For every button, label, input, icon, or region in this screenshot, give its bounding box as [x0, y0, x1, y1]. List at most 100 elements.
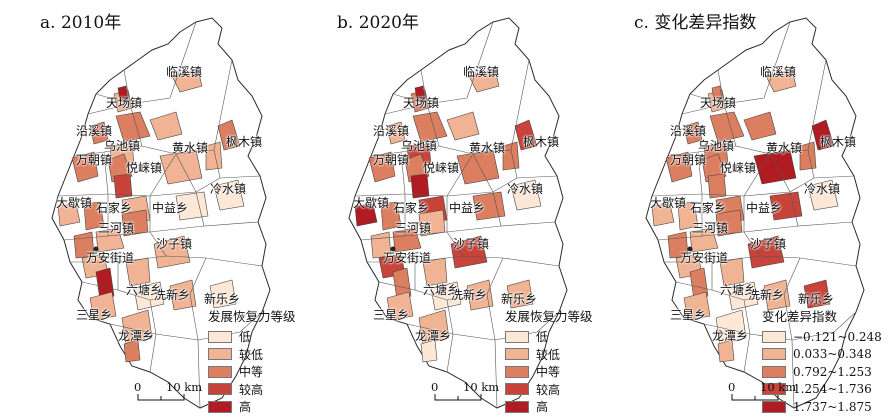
- legend-swatch: [208, 383, 232, 396]
- place-label: 沿溪镇: [373, 124, 410, 138]
- place-label: 三星乡: [373, 308, 410, 322]
- legend-swatch: [505, 365, 529, 378]
- place-label: 新乐乡: [798, 292, 835, 306]
- place-label: 三河镇: [98, 221, 135, 235]
- township-boundary: [472, 153, 494, 193]
- scale-distance: 10 km: [463, 380, 500, 394]
- place-label: 黄水镇: [766, 141, 803, 155]
- region-lengshui: [213, 179, 245, 211]
- legend-item: 1.737~1.875: [762, 398, 882, 416]
- township-boundary: [675, 281, 713, 291]
- county-seat-marker: [687, 246, 693, 252]
- region-longtan: [121, 309, 153, 345]
- region-longtan: [418, 309, 450, 345]
- township-boundary: [657, 225, 799, 241]
- panel-title: c. 变化差异指数: [634, 13, 757, 33]
- scale-distance: 10 km: [760, 380, 797, 394]
- legend-label: 1.254~1.736: [793, 382, 872, 397]
- region-wanan-s: [689, 267, 709, 301]
- place-label: 大歇镇: [650, 196, 687, 210]
- place-label: 悦崃镇: [423, 161, 460, 175]
- map-panel-2010: a. 2010年 临溪镇 天场镇 沿溪镇 乌池镇 黄水镇 枫木镇 万朝镇 悦崃镇 冷水镇 大歇镇石…: [0, 0, 297, 420]
- panel-title: a. 2010年: [40, 13, 122, 33]
- legend-item: 中等: [208, 363, 296, 381]
- scale-distance: 10 km: [166, 380, 203, 394]
- place-label: 天场镇: [403, 96, 440, 110]
- place-label: 枫木镇: [820, 135, 857, 149]
- region-yuelai-s: [707, 173, 727, 199]
- place-label: 三星乡: [670, 308, 707, 322]
- legend-swatch: [762, 383, 786, 396]
- region-fengmu: [514, 119, 538, 151]
- place-label: 龙潭乡: [712, 329, 749, 343]
- legend: 发展恢复力等级低较低 中等 较高高: [208, 306, 296, 416]
- legend-swatch: [505, 330, 529, 343]
- legend-swatch: [762, 330, 786, 343]
- scale-zero: 0: [728, 380, 736, 394]
- legend-label: 较低: [239, 347, 264, 362]
- place-label: 新乐乡: [501, 292, 538, 306]
- place-label: 石家乡: [393, 201, 430, 215]
- place-label: 天场镇: [700, 96, 737, 110]
- place-label: 洗新乡: [451, 288, 488, 302]
- place-label: 沿溪镇: [76, 124, 113, 138]
- region-daxie: [57, 203, 81, 227]
- region-fengmu-s: [502, 141, 520, 171]
- township-boundary: [681, 103, 725, 115]
- place-label: 六塘乡: [126, 283, 163, 297]
- region-sanhe: [392, 227, 422, 253]
- region-shijia: [380, 201, 402, 231]
- scale-bar: [137, 394, 185, 401]
- region-tianchang-n: [711, 85, 723, 101]
- region-yanxi: [386, 121, 406, 145]
- township-boundary: [743, 333, 751, 373]
- place-label: 沙子镇: [453, 237, 490, 251]
- region-linxi: [468, 69, 500, 93]
- region-longtan-s: [123, 339, 141, 363]
- region-sanhe: [689, 227, 719, 253]
- township-boundary: [149, 231, 167, 257]
- place-label: 天场镇: [106, 96, 143, 110]
- place-label: 六塘乡: [423, 283, 460, 297]
- region-longtan-s: [420, 339, 438, 363]
- region-fengmu: [811, 119, 835, 151]
- township-boundary: [149, 333, 157, 373]
- county-seat-marker: [390, 246, 396, 252]
- legend-item: 0.792~1.253: [762, 363, 882, 381]
- map-2010: [51, 17, 271, 409]
- region-shijia: [677, 201, 699, 231]
- region-yuelai-s: [113, 173, 133, 199]
- place-label: 黄水镇: [469, 141, 506, 155]
- township-boundary: [743, 231, 761, 257]
- place-label: 乌池镇: [698, 139, 735, 153]
- legend-item: 中等: [505, 363, 593, 381]
- region-fengmu-s: [799, 141, 817, 171]
- place-label: 龙潭乡: [118, 329, 155, 343]
- scale-bar: [731, 394, 779, 401]
- legend-label: 0.033~0.348: [793, 347, 872, 362]
- township-boundary: [81, 281, 119, 291]
- legend-item: 高: [208, 398, 296, 416]
- township-boundary: [783, 293, 793, 341]
- region-sanxing: [683, 291, 711, 321]
- legend-item: 较低: [505, 346, 593, 364]
- region-wuchi: [115, 111, 151, 143]
- region-shazi: [450, 235, 488, 269]
- township-boundary: [769, 153, 791, 193]
- scale-zero: 0: [134, 380, 142, 394]
- township-boundary: [95, 21, 197, 105]
- region-shijia: [83, 201, 105, 231]
- legend-item: 0.033~0.348: [762, 346, 882, 364]
- region-huangshui: [753, 149, 797, 185]
- region-huangshui-n: [149, 111, 183, 141]
- place-label: 中益乡: [449, 201, 486, 215]
- township-boundary: [384, 103, 428, 115]
- region-liutang: [133, 281, 165, 311]
- region-daxie: [354, 203, 378, 227]
- region-sanxing: [386, 291, 414, 321]
- township-boundary: [494, 339, 498, 409]
- region-wanan-s: [392, 267, 412, 301]
- legend-swatch: [505, 348, 529, 361]
- place-label: 洗新乡: [748, 288, 785, 302]
- legend: 变化差异指数 −0.121~0.248 0.033~0.348 0.792~1.253…: [762, 306, 882, 416]
